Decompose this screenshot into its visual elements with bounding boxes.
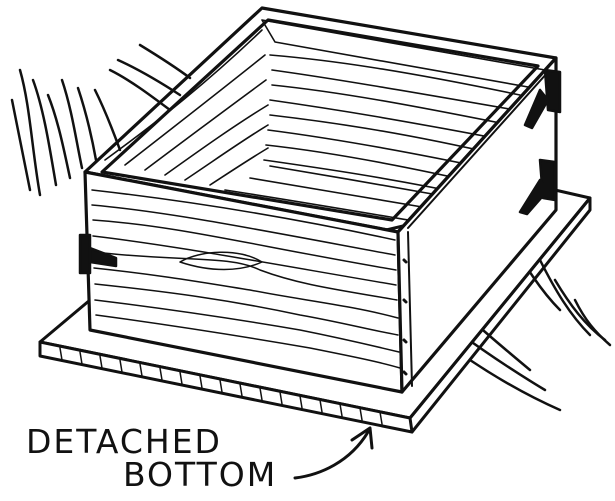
caption-arrow xyxy=(293,426,374,480)
box-inner-back xyxy=(261,19,546,197)
box-front-grain xyxy=(91,189,401,369)
box-inner-left xyxy=(104,29,269,186)
shadow-strokes-left xyxy=(10,43,192,197)
box-right-side xyxy=(396,56,558,394)
caption-line-bottom: BOTTOM xyxy=(123,455,278,494)
box-right-edge-lines xyxy=(407,71,549,387)
left-hinge-icon xyxy=(78,233,118,275)
caption-line-detached: DETACHED xyxy=(26,422,222,461)
box-nail-dots xyxy=(402,258,408,376)
right-hinge-icon-upper xyxy=(523,68,562,130)
right-hinge-icon-lower xyxy=(518,158,557,216)
